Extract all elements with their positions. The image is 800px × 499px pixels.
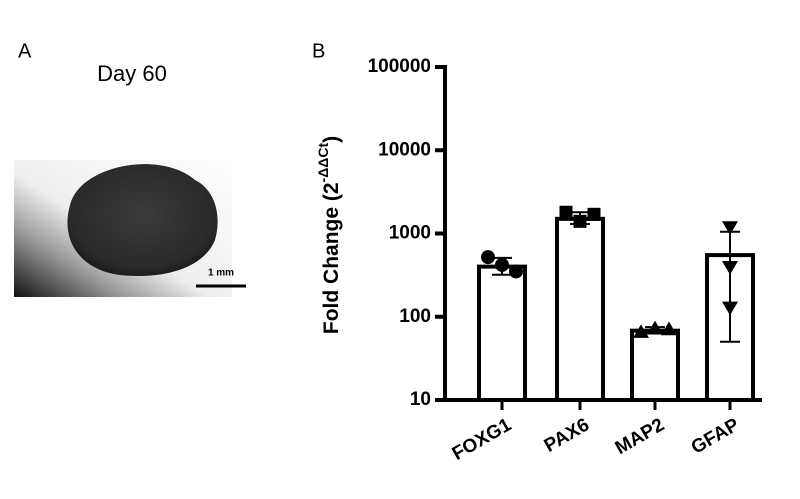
data-point: [633, 324, 649, 338]
data-point: [481, 250, 495, 265]
data-point: [587, 207, 601, 221]
micrograph: 1 mm: [14, 160, 246, 297]
y-label-text: Fold Change (2: [320, 182, 343, 334]
y-tick-label: 100: [399, 306, 431, 327]
data-point: [661, 321, 677, 336]
panel-label: B: [312, 40, 325, 62]
plot: 10 100 1000 10000 100000 FOXG1 PAX6 MAP2 GFAP: [368, 56, 762, 465]
x-tick-label: GFAP: [688, 414, 744, 458]
data-point: [509, 264, 523, 279]
panel-title: Day 60: [97, 61, 167, 86]
bar: [477, 264, 527, 402]
y-label-superscript: -ΔΔCt: [315, 143, 331, 183]
x-tick-label: FOXG1: [449, 414, 516, 465]
data-point: [559, 205, 573, 219]
data-point: [573, 214, 587, 228]
organoid: [67, 164, 218, 276]
bar: [555, 216, 605, 402]
data-point: [722, 221, 738, 235]
data-point: [647, 320, 663, 335]
data-point: [722, 301, 738, 316]
y-axis-label: Fold Change (2-ΔΔCt): [315, 136, 343, 334]
data-point: [722, 261, 738, 275]
y-tick-label: 10000: [378, 139, 431, 160]
x-tick-label: MAP2: [612, 414, 668, 459]
panel-label: A: [18, 40, 32, 62]
scale-bar-label: 1 mm: [208, 268, 234, 279]
bar: [630, 328, 680, 402]
y-tick-label: 100000: [368, 56, 431, 77]
x-tick-label: PAX6: [541, 414, 593, 456]
y-tick-label: 1000: [389, 223, 431, 244]
data-point: [495, 257, 509, 272]
y-tick-label: 10: [410, 389, 431, 410]
y-label-close: ): [320, 136, 343, 143]
